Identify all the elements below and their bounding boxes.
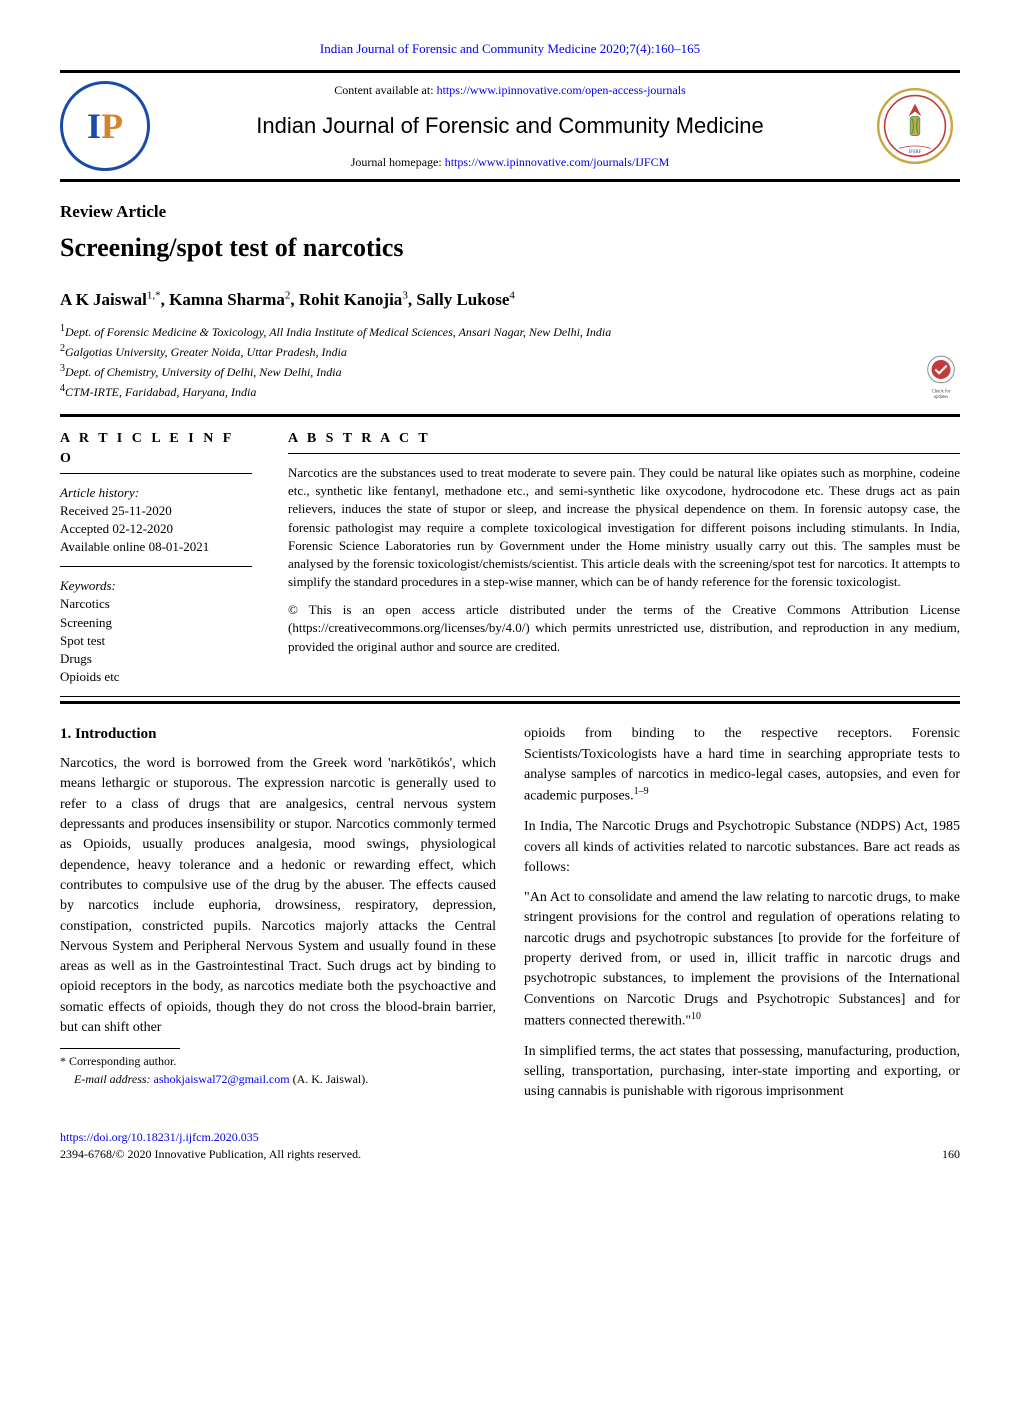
homepage-label: Journal homepage: — [351, 155, 442, 169]
history-title: Article history: — [60, 484, 252, 502]
article-title: Screening/spot test of narcotics — [60, 230, 960, 266]
body-paragraph: opioids from binding to the respective r… — [524, 724, 960, 807]
intro-heading: 1. Introduction — [60, 724, 496, 746]
svg-text:updates: updates — [934, 395, 949, 400]
abstract-column: A B S T R A C T Narcotics are the substa… — [270, 419, 960, 696]
svg-text:IFSRF: IFSRF — [909, 150, 922, 155]
masthead: IP Content available at: https://www.ipi… — [60, 70, 960, 182]
abstract-label: A B S T R A C T — [288, 429, 960, 454]
license-text: © This is an open access article distrib… — [288, 601, 960, 656]
keyword-item: Narcotics — [60, 595, 252, 613]
body-columns: 1. Introduction Narcotics, the word is b… — [60, 724, 960, 1112]
copyright-line: 2394-6768/© 2020 Innovative Publication,… — [60, 1146, 960, 1163]
keyword-item: Spot test — [60, 632, 252, 650]
homepage-link[interactable]: https://www.ipinnovative.com/journals/IJ… — [445, 155, 670, 169]
keywords-title: Keywords: — [60, 577, 252, 595]
article-info-column: A R T I C L E I N F O Article history: R… — [60, 419, 270, 696]
keyword-item: Screening — [60, 614, 252, 632]
article-info-label: A R T I C L E I N F O — [60, 429, 252, 473]
keyword-item: Opioids etc — [60, 668, 252, 686]
masthead-center: Content available at: https://www.ipinno… — [170, 82, 850, 170]
corresponding-author-note: * Corresponding author. E-mail address: … — [60, 1053, 496, 1088]
article-history: Article history: Received 25-11-2020 Acc… — [60, 484, 252, 568]
body-paragraph: "An Act to consolidate and amend the law… — [524, 888, 960, 1032]
accepted-date: Accepted 02-12-2020 — [60, 520, 252, 538]
received-date: Received 25-11-2020 — [60, 502, 252, 520]
issn-copyright: 2394-6768/© 2020 Innovative Publication,… — [60, 1146, 361, 1163]
citation: 1–9 — [634, 786, 649, 797]
author-list: A K Jaiswal1,*, Kamna Sharma2, Rohit Kan… — [60, 288, 960, 312]
online-date: Available online 08-01-2021 — [60, 538, 252, 556]
society-badge: IFSRF — [870, 81, 960, 171]
body-paragraph: In India, The Narcotic Drugs and Psychot… — [524, 817, 960, 878]
svg-text:Check for: Check for — [932, 390, 951, 395]
page-number: 160 — [942, 1146, 960, 1163]
doi-link[interactable]: https://doi.org/10.18231/j.ijfcm.2020.03… — [60, 1129, 960, 1146]
content-available-label: Content available at: — [334, 83, 433, 97]
journal-title: Indian Journal of Forensic and Community… — [170, 111, 850, 142]
article-type: Review Article — [60, 200, 960, 224]
open-access-link[interactable]: https://www.ipinnovative.com/open-access… — [437, 83, 686, 97]
article-meta-section: A R T I C L E I N F O Article history: R… — [60, 414, 960, 697]
abstract-text: Narcotics are the substances used to tre… — [288, 464, 960, 591]
check-updates-badge[interactable]: Check for updates — [922, 354, 960, 409]
citation: 10 — [691, 1011, 701, 1022]
journal-reference: Indian Journal of Forensic and Community… — [60, 40, 960, 58]
body-paragraph: In simplified terms, the act states that… — [524, 1042, 960, 1103]
journal-ref-link[interactable]: Indian Journal of Forensic and Community… — [320, 41, 700, 56]
body-column-left: 1. Introduction Narcotics, the word is b… — [60, 724, 496, 1112]
corr-email[interactable]: ashokjaiswal72@gmail.com — [154, 1072, 290, 1086]
keyword-item: Drugs — [60, 650, 252, 668]
body-paragraph: Narcotics, the word is borrowed from the… — [60, 754, 496, 1038]
affiliations: 1Dept. of Forensic Medicine & Toxicology… — [60, 322, 960, 400]
keywords-block: Keywords: NarcoticsScreeningSpot testDru… — [60, 577, 252, 686]
body-column-right: opioids from binding to the respective r… — [524, 724, 960, 1112]
publisher-logo: IP — [60, 81, 150, 171]
